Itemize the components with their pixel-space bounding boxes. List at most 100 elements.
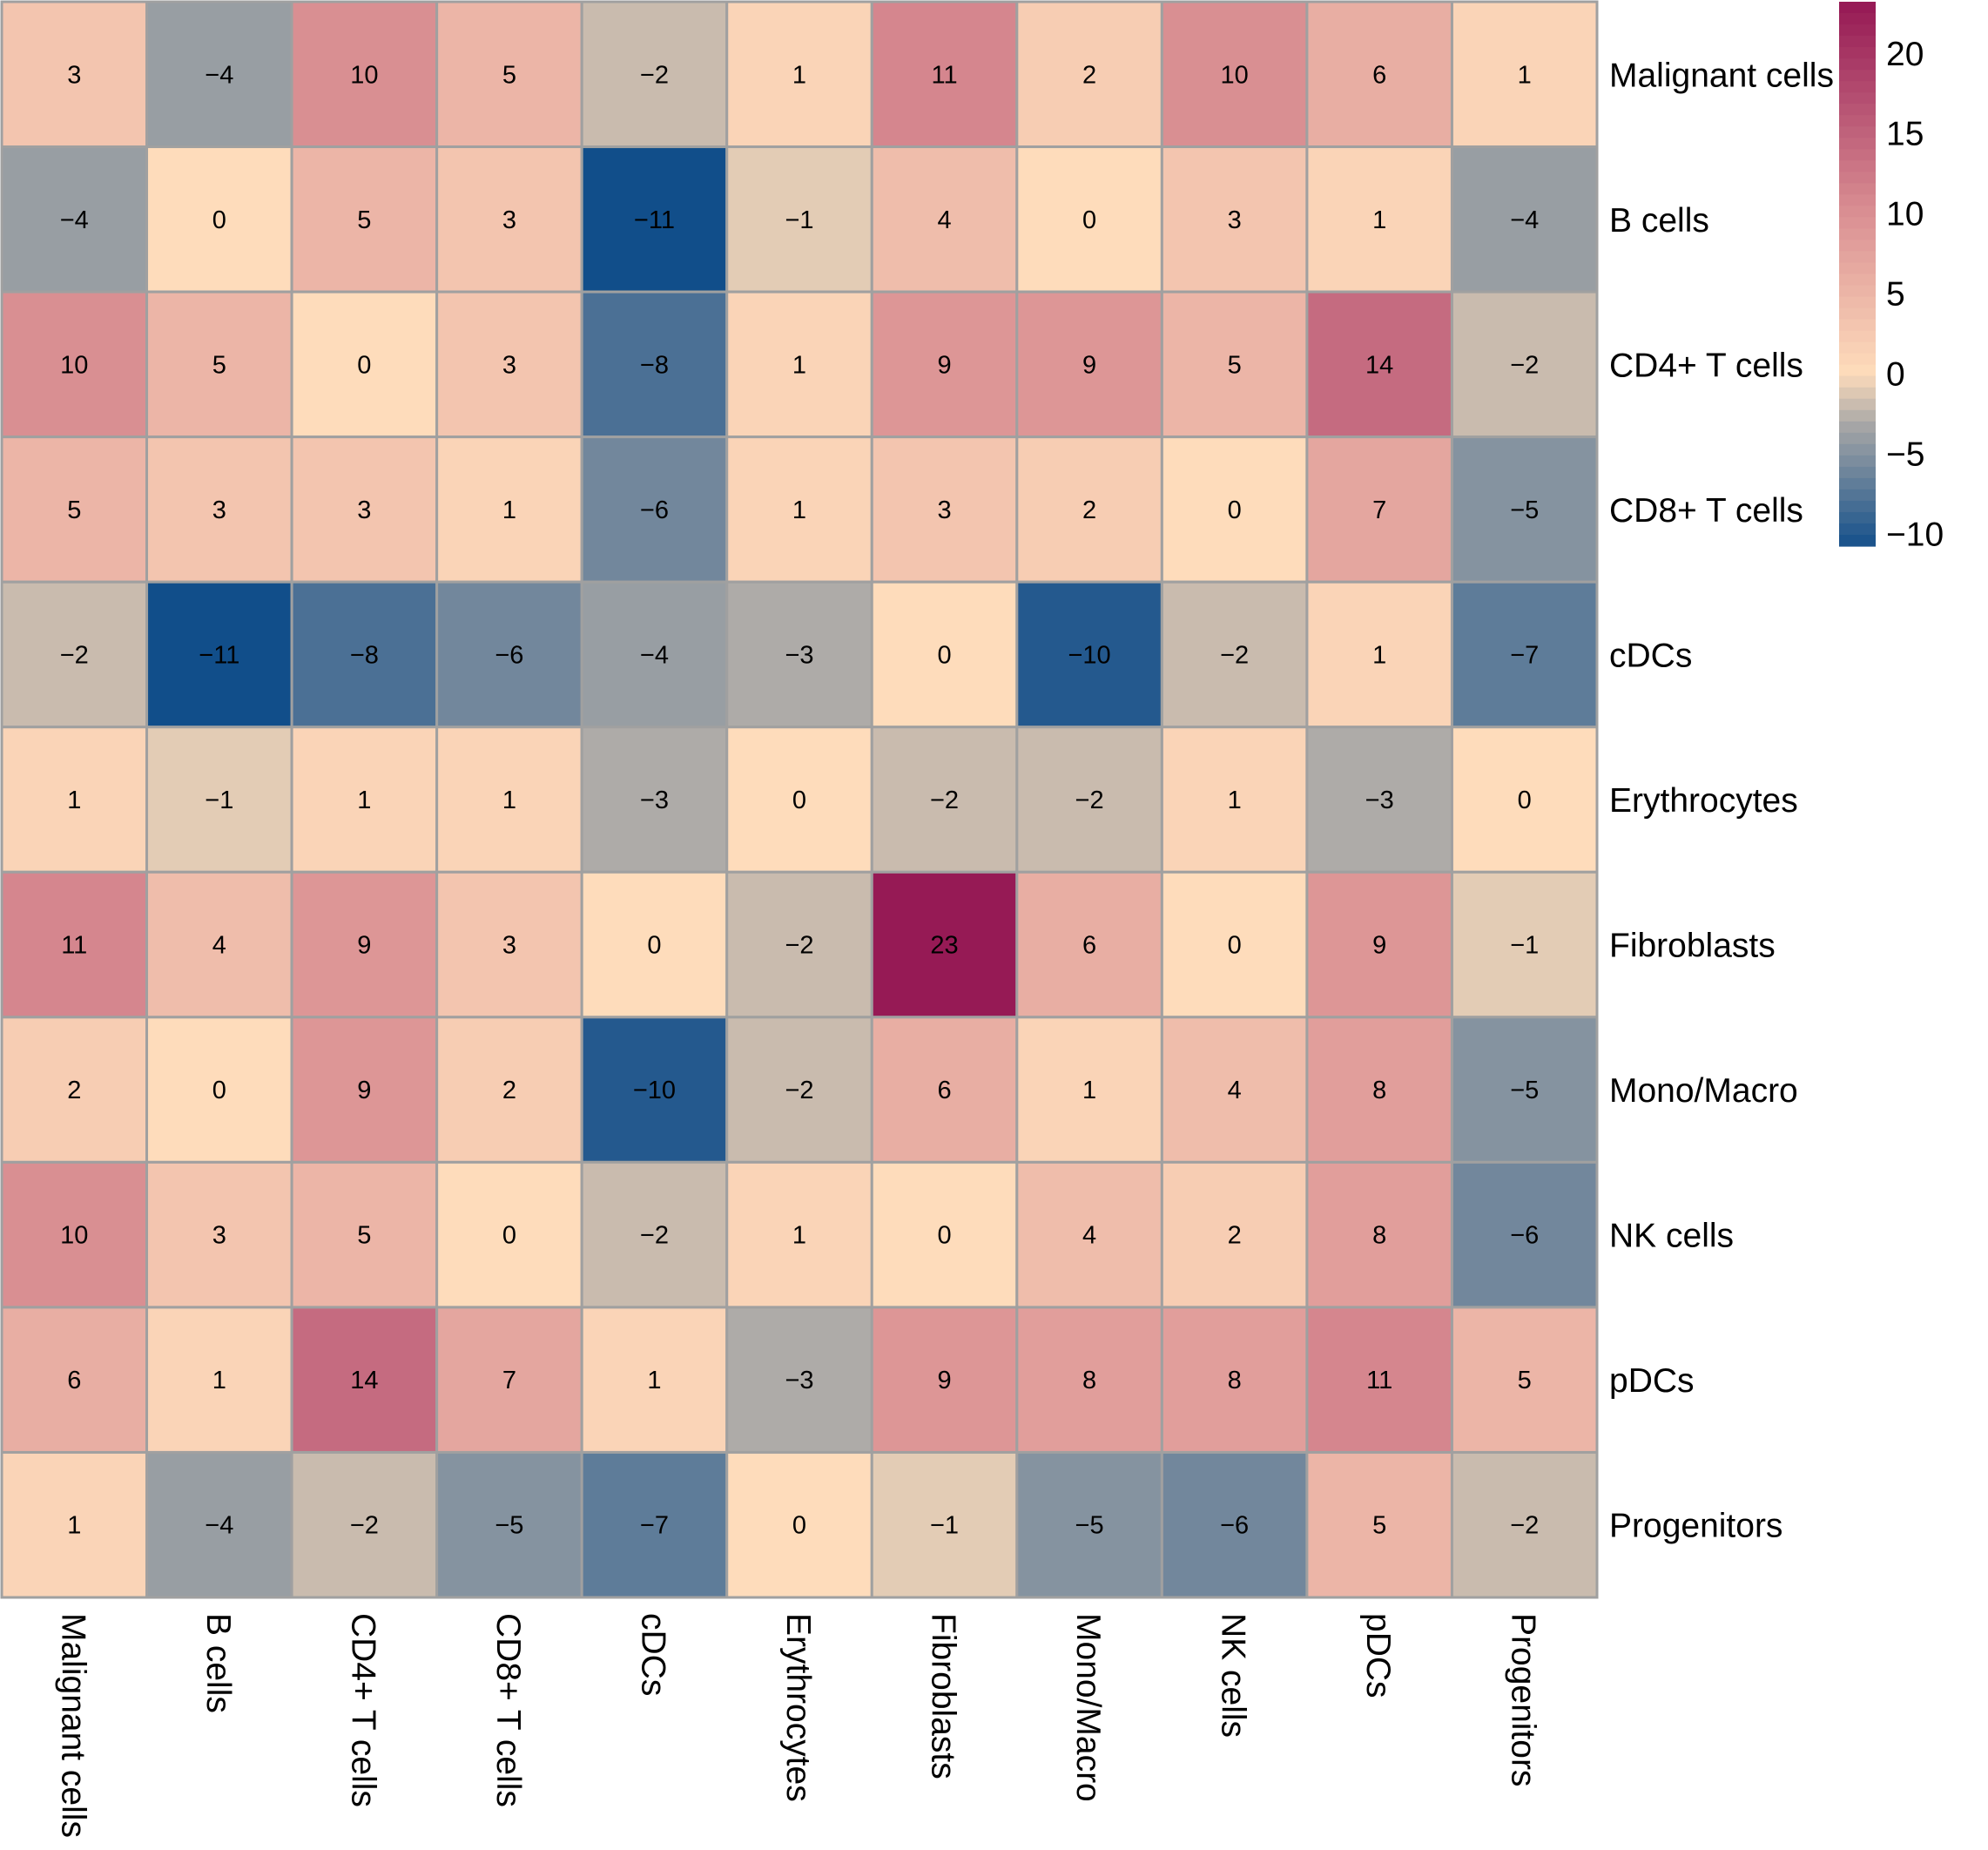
cell-value-label: −2 bbox=[1075, 787, 1104, 814]
colorbar-tick-label: −5 bbox=[1886, 435, 1924, 473]
cell-value-label: 9 bbox=[937, 1367, 951, 1394]
colorbar-segment bbox=[1839, 273, 1876, 287]
heatmap-cell bbox=[0, 726, 149, 874]
colorbar-tick-label: −10 bbox=[1886, 516, 1944, 553]
colorbar-segment bbox=[1839, 375, 1876, 388]
cell-value-label: 0 bbox=[937, 1222, 951, 1250]
colorbar-segment bbox=[1839, 534, 1876, 547]
colorbar-segment bbox=[1839, 364, 1876, 377]
heatmap-cell bbox=[1160, 1160, 1309, 1309]
cell-value-label: 1 bbox=[792, 496, 806, 524]
cell-value-label: 3 bbox=[212, 1222, 226, 1250]
cell-value-label: 10 bbox=[350, 61, 378, 89]
cell-value-label: 5 bbox=[212, 351, 226, 379]
row-label: CD4+ T cells bbox=[1609, 347, 1803, 384]
cell-value-label: 1 bbox=[1518, 61, 1532, 89]
cell-value-label: 1 bbox=[1372, 641, 1386, 669]
heatmap-cell bbox=[725, 0, 873, 149]
heatmap-cell bbox=[870, 435, 1019, 584]
heatmap-cell bbox=[0, 1306, 149, 1454]
row-label: Mono/Macro bbox=[1609, 1072, 1798, 1110]
heatmap-cell bbox=[290, 145, 439, 294]
heatmap-cell bbox=[870, 580, 1019, 729]
colorbar-segment bbox=[1839, 262, 1876, 275]
colorbar-segment bbox=[1839, 330, 1876, 343]
colorbar-segment bbox=[1839, 115, 1876, 127]
cell-value-label: 23 bbox=[930, 932, 958, 960]
colorbar-segment bbox=[1839, 81, 1876, 93]
cell-value-label: 2 bbox=[67, 1077, 81, 1104]
cell-value-label: 1 bbox=[67, 1512, 81, 1540]
column-label: CD4+ T cells bbox=[344, 1613, 381, 1807]
cell-value-label: −5 bbox=[1075, 1512, 1104, 1540]
cell-value-label: 6 bbox=[67, 1367, 81, 1394]
cell-value-label: 0 bbox=[212, 206, 226, 234]
cell-value-label: −5 bbox=[495, 1512, 523, 1540]
row-label: Malignant cells bbox=[1609, 57, 1834, 94]
colorbar-segment bbox=[1839, 104, 1876, 116]
heatmap-cell bbox=[0, 290, 149, 439]
cell-value-label: 1 bbox=[67, 787, 81, 814]
column-label: Fibroblasts bbox=[925, 1613, 962, 1779]
cell-value-label: 3 bbox=[502, 206, 516, 234]
cell-value-label: 10 bbox=[60, 1222, 88, 1250]
cell-value-label: 1 bbox=[357, 787, 371, 814]
cell-value-label: 0 bbox=[1518, 787, 1532, 814]
colorbar-segment bbox=[1839, 194, 1876, 206]
heatmap-cell bbox=[1015, 145, 1163, 294]
cell-value-label: 5 bbox=[67, 496, 81, 524]
cell-value-label: −6 bbox=[640, 496, 669, 524]
colorbar-segment bbox=[1839, 398, 1876, 411]
heatmap-cell bbox=[1160, 290, 1309, 439]
cell-value-label: 5 bbox=[357, 206, 371, 234]
cell-value-label: −8 bbox=[350, 641, 379, 669]
heatmap-cell bbox=[0, 1450, 149, 1599]
colorbar-tick-label: 15 bbox=[1886, 116, 1924, 153]
heatmap-cell bbox=[435, 726, 583, 874]
cell-value-label: 1 bbox=[1372, 206, 1386, 234]
heatmap-cell bbox=[1450, 726, 1599, 874]
cell-value-label: −2 bbox=[1220, 641, 1249, 669]
heatmap-cell bbox=[145, 580, 293, 729]
column-label: B cells bbox=[199, 1613, 237, 1713]
heatmap-cell bbox=[1305, 580, 1453, 729]
colorbar-segment bbox=[1839, 511, 1876, 524]
heatmap-cell bbox=[580, 1016, 729, 1164]
column-label: CD8+ T cells bbox=[489, 1613, 527, 1807]
cell-value-label: 9 bbox=[937, 351, 951, 379]
cell-value-label: 9 bbox=[1082, 351, 1096, 379]
colorbar-segment bbox=[1839, 251, 1876, 264]
cell-value-label: −4 bbox=[205, 1512, 233, 1540]
column-label: Mono/Macro bbox=[1069, 1613, 1107, 1802]
cell-value-label: 2 bbox=[1082, 61, 1096, 89]
cell-value-label: −6 bbox=[495, 641, 523, 669]
cell-value-label: −3 bbox=[640, 787, 669, 814]
cell-value-label: 10 bbox=[1221, 61, 1249, 89]
cell-value-label: 8 bbox=[1372, 1222, 1386, 1250]
cell-value-label: 1 bbox=[1082, 1077, 1096, 1104]
heatmap-cell bbox=[0, 145, 149, 294]
cell-value-label: 0 bbox=[647, 932, 661, 960]
cell-value-label: −3 bbox=[785, 641, 813, 669]
colorbar-tick-label: 0 bbox=[1886, 355, 1905, 393]
cell-value-label: 4 bbox=[1082, 1222, 1096, 1250]
colorbar-segment bbox=[1839, 70, 1876, 82]
heatmap-cell bbox=[1305, 435, 1453, 584]
row-label: Progenitors bbox=[1609, 1508, 1782, 1545]
cell-value-label: 0 bbox=[357, 351, 371, 379]
cell-value-label: 1 bbox=[792, 351, 806, 379]
heatmap-cell bbox=[580, 290, 729, 439]
heatmap-cell bbox=[725, 1450, 873, 1599]
colorbar-segment bbox=[1839, 353, 1876, 366]
colorbar-tick-label: 20 bbox=[1886, 36, 1924, 73]
colorbar-segment bbox=[1839, 307, 1876, 321]
heatmap-cell bbox=[725, 870, 873, 1019]
heatmap-cell bbox=[1450, 0, 1599, 149]
colorbar-segment bbox=[1839, 466, 1876, 479]
heatmap-cell bbox=[1015, 1450, 1163, 1599]
heatmap-cell bbox=[1160, 580, 1309, 729]
column-label: pDCs bbox=[1359, 1613, 1397, 1698]
cell-value-label: 0 bbox=[1228, 496, 1242, 524]
colorbar-segment bbox=[1839, 36, 1876, 48]
cell-value-label: 2 bbox=[502, 1077, 516, 1104]
